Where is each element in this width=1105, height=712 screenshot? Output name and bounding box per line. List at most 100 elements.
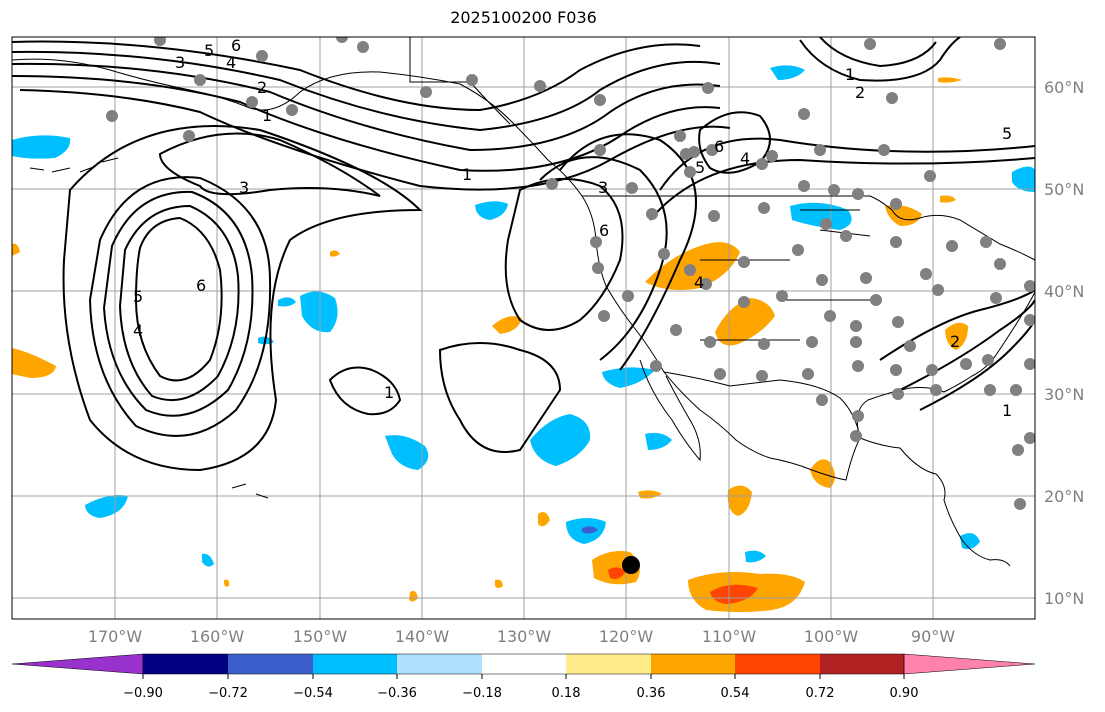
lat-label-50n: 50°N <box>1044 180 1084 199</box>
contour-labels: 6 5 4 3 2 1 3 5 4 6 1 3 6 5 4 1 2 5 6 4 … <box>133 36 1012 420</box>
colorbar-segment <box>228 654 313 674</box>
cyan-patch <box>770 65 805 80</box>
colorbar-tick-label: −0.18 <box>462 686 502 701</box>
cyan-patch <box>475 201 508 220</box>
contour-label: 3 <box>598 178 608 197</box>
lon-label-120w: 120°W <box>599 627 654 646</box>
red-patch <box>710 584 758 604</box>
orange-patch <box>940 195 956 203</box>
lat-label-40n: 40°N <box>1044 282 1084 301</box>
contour-label: 1 <box>1002 401 1012 420</box>
contour-label: 5 <box>1002 124 1012 143</box>
colorbar-right-extension <box>903 653 1036 675</box>
lon-label-140w: 140°W <box>395 627 450 646</box>
lon-label-150w: 150°W <box>293 627 348 646</box>
orange-patch <box>12 348 56 378</box>
contour-label: 6 <box>196 276 206 295</box>
blue-patch <box>582 526 598 534</box>
cyan-patch <box>12 135 71 159</box>
lon-label-160w: 160°W <box>190 627 245 646</box>
contour-label: 3 <box>239 178 249 197</box>
orange-patch <box>945 322 968 350</box>
red-patch <box>608 567 626 580</box>
colorbar-left-extension <box>11 653 144 675</box>
orange-patch <box>330 250 340 257</box>
contour-label: 6 <box>231 36 241 55</box>
orange-patch <box>885 205 922 226</box>
colorbar-segment <box>735 654 820 674</box>
storm-marker <box>622 556 640 574</box>
contour-label: 6 <box>599 221 609 240</box>
orange-patch <box>538 512 550 527</box>
orange-patch <box>224 579 230 587</box>
contour-label: 4 <box>226 53 236 72</box>
latitude-labels: 60°N 50°N 40°N 30°N 20°N 10°N <box>1044 78 1084 608</box>
contour-label: 1 <box>462 165 472 184</box>
contour-label: 1 <box>262 106 272 125</box>
colorbar-segment <box>143 654 228 674</box>
contour-label: 6 <box>714 137 724 156</box>
cyan-patch <box>960 533 980 550</box>
colorbar-tick-label: 0.72 <box>806 686 835 701</box>
colorbar-tick-label: 0.18 <box>552 686 581 701</box>
cyan-patch <box>385 435 429 470</box>
lat-label-10n: 10°N <box>1044 589 1084 608</box>
lat-label-60n: 60°N <box>1044 78 1084 97</box>
cyan-patch <box>645 432 672 450</box>
colorbar-segment <box>397 654 482 674</box>
longitude-labels: 170°W 160°W 150°W 140°W 130°W 120°W 110°… <box>88 627 955 646</box>
colorbar-ticks <box>142 674 905 679</box>
colorbar-segment <box>651 654 735 674</box>
contour-label: 1 <box>845 65 855 84</box>
contour-label: 4 <box>133 321 143 340</box>
lon-label-100w: 100°W <box>804 627 859 646</box>
lon-label-110w: 110°W <box>702 627 757 646</box>
lon-label-90w: 90°W <box>911 627 955 646</box>
lat-label-20n: 20°N <box>1044 487 1084 506</box>
colorbar: −0.90 −0.72 −0.54 −0.36 −0.18 0.18 0.36 … <box>11 653 1036 701</box>
orange-patch <box>715 298 775 346</box>
orange-patch <box>12 243 20 256</box>
colorbar-tick-label: −0.36 <box>377 686 417 701</box>
contour-label: 3 <box>175 53 185 72</box>
contour-label: 5 <box>204 41 214 60</box>
colorbar-outline <box>142 653 905 675</box>
contour-label: 2 <box>950 332 960 351</box>
lon-label-170w: 170°W <box>88 627 143 646</box>
colorbar-segment <box>482 654 566 674</box>
colorbar-tick-label: −0.90 <box>123 686 163 701</box>
cyan-patch <box>1012 166 1035 192</box>
orange-patch <box>727 485 752 516</box>
orange-patch <box>495 579 503 588</box>
cyan-patch <box>530 414 591 466</box>
orange-patch <box>409 590 418 602</box>
colorbar-tick-label: 0.54 <box>721 686 750 701</box>
colorbar-tick-label: −0.72 <box>208 686 248 701</box>
cyan-patch <box>85 495 128 518</box>
orange-patch <box>938 77 962 83</box>
contour-label: 4 <box>694 273 704 292</box>
lon-label-130w: 130°W <box>497 627 552 646</box>
cyan-patch <box>745 550 766 563</box>
colorbar-segment <box>820 654 904 674</box>
map-frame <box>11 36 1036 620</box>
colorbar-tick-label: 0.90 <box>890 686 919 701</box>
colorbar-tick-label: −0.54 <box>293 686 333 701</box>
map-title: 2025100200 F036 <box>450 8 597 27</box>
contour-label: 2 <box>855 83 865 102</box>
cyan-patch <box>202 553 214 567</box>
contour-label: 5 <box>133 287 143 306</box>
cyan-patch <box>278 297 296 307</box>
station-markers <box>106 37 1035 510</box>
cyan-patch <box>300 291 338 333</box>
colorbar-tick-label: 0.36 <box>637 686 666 701</box>
cyan-patch <box>602 367 655 388</box>
contour-label: 5 <box>695 158 705 177</box>
colorbar-segment <box>313 654 397 674</box>
orange-patch <box>492 316 522 334</box>
contour-label: 1 <box>384 383 394 402</box>
colorbar-segment <box>566 654 651 674</box>
contour-label: 4 <box>740 149 750 168</box>
lat-label-30n: 30°N <box>1044 385 1084 404</box>
